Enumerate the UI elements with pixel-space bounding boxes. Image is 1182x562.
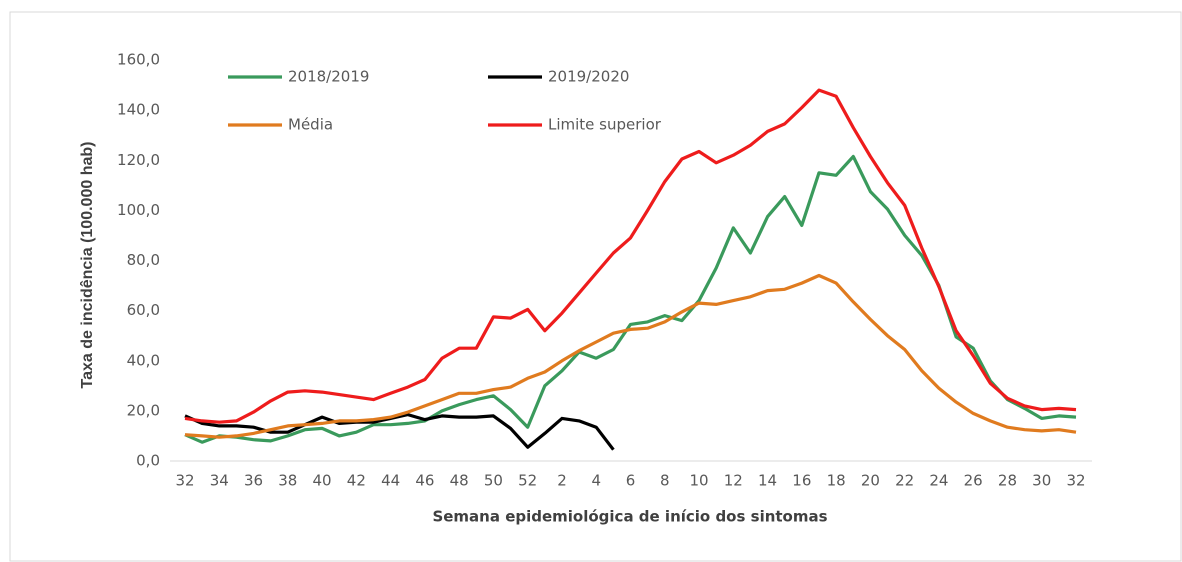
x-tick-label: 8 xyxy=(660,472,670,490)
x-tick-label: 32 xyxy=(175,472,194,490)
x-axis-title: Semana epidemiológica de início dos sint… xyxy=(432,508,827,526)
legend-label: 2018/2019 xyxy=(288,68,369,86)
legend-label: 2019/2020 xyxy=(548,68,629,86)
y-tick-label: 60,0 xyxy=(127,301,160,319)
y-tick-label: 20,0 xyxy=(127,401,160,419)
x-tick-label: 14 xyxy=(758,472,777,490)
x-tick-label: 34 xyxy=(210,472,229,490)
legend-label: Limite superior xyxy=(548,116,662,134)
series-line xyxy=(184,273,1077,439)
x-tick-label: 10 xyxy=(689,472,708,490)
x-tick-label: 12 xyxy=(724,472,743,490)
y-tick-label: 40,0 xyxy=(127,351,160,369)
y-tick-label: 160,0 xyxy=(117,51,160,69)
x-tick-label: 4 xyxy=(591,472,601,490)
x-tick-label: 20 xyxy=(861,472,880,490)
x-tick-label: 18 xyxy=(827,472,846,490)
x-tick-label: 24 xyxy=(929,472,948,490)
y-tick-label: 120,0 xyxy=(117,151,160,169)
x-tick-label: 28 xyxy=(998,472,1017,490)
series-line xyxy=(184,154,1077,444)
y-tick-label: 100,0 xyxy=(117,201,160,219)
x-tick-label: 32 xyxy=(1066,472,1085,490)
x-tick-label: 38 xyxy=(278,472,297,490)
legend-label: Média xyxy=(288,116,333,134)
x-tick-label: 48 xyxy=(450,472,469,490)
x-tick-label: 52 xyxy=(518,472,537,490)
x-tick-label: 16 xyxy=(792,472,811,490)
chart-frame xyxy=(9,11,1182,562)
series-line xyxy=(184,413,615,451)
series-line xyxy=(184,88,1077,424)
x-tick-label: 26 xyxy=(964,472,983,490)
y-tick-label: 140,0 xyxy=(117,101,160,119)
x-tick-label: 42 xyxy=(347,472,366,490)
x-tick-label: 22 xyxy=(895,472,914,490)
x-tick-label: 40 xyxy=(313,472,332,490)
x-tick-label: 30 xyxy=(1032,472,1051,490)
x-tick-label: 6 xyxy=(626,472,636,490)
x-tick-label: 36 xyxy=(244,472,263,490)
y-tick-label: 80,0 xyxy=(127,251,160,269)
y-tick-label: 0,0 xyxy=(136,452,160,470)
y-axis-title: Taxa de incidência (100.000 hab) xyxy=(79,142,96,389)
x-tick-label: 44 xyxy=(381,472,400,490)
x-tick-label: 50 xyxy=(484,472,503,490)
x-tick-label: 46 xyxy=(415,472,434,490)
x-tick-label: 2 xyxy=(557,472,567,490)
